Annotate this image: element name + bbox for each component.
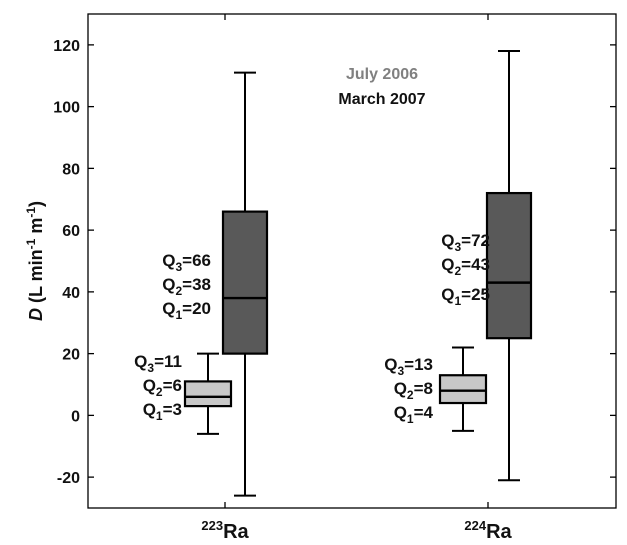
x-axis: 223Ra 224Ra [201, 14, 513, 543]
y-tick-label: 20 [62, 347, 80, 364]
quartile-symbol: Q [441, 285, 454, 304]
box-dark [485, 50, 533, 482]
y-label-exponent: -1 [24, 238, 38, 249]
quartile-label: Q2=38 [162, 275, 211, 298]
quartile-symbol: Q [441, 231, 454, 250]
iqr-box [438, 374, 488, 405]
plot-frame [87, 13, 617, 509]
quartile-subscript: 2 [407, 388, 414, 402]
quartile-symbol: Q [162, 275, 175, 294]
quartile-value: =25 [461, 285, 490, 304]
quartile-symbol: Q [394, 379, 407, 398]
x-tick-label: 224Ra [464, 518, 512, 543]
y-label-unit: ) [26, 201, 46, 207]
y-label-unit: m [26, 218, 46, 239]
quartile-subscript: 1 [175, 308, 182, 322]
y-tick-label: -20 [57, 470, 80, 487]
quartile-value: =6 [163, 376, 182, 395]
x-label-element: Ra [223, 521, 249, 543]
iqr-box [485, 191, 533, 340]
y-label-exponent: -1 [24, 207, 38, 218]
quartile-value: =4 [414, 403, 434, 422]
quartile-subscript: 3 [454, 240, 461, 254]
quartile-subscript: 2 [454, 264, 461, 278]
box-dark [221, 71, 269, 497]
box-light [438, 346, 488, 432]
quartile-subscript: 1 [454, 294, 461, 308]
quartile-value: =13 [404, 355, 433, 374]
quartile-value: =43 [461, 255, 490, 274]
quartile-symbol: Q [394, 403, 407, 422]
quartile-label: Q1=20 [162, 299, 211, 322]
quartile-label: Q2=43 [441, 255, 490, 278]
quartile-symbol: Q [143, 376, 156, 395]
y-axis: -20 0 20 40 60 80 100 120 [53, 38, 616, 487]
quartile-value: =8 [414, 379, 433, 398]
quartile-symbol: Q [162, 299, 175, 318]
quartile-subscript: 1 [156, 409, 163, 423]
quartile-label: Q3=72 [441, 231, 490, 254]
quartile-symbol: Q [134, 352, 147, 371]
quartile-value: =66 [182, 251, 211, 270]
quartile-symbol: Q [384, 355, 397, 374]
x-label-element: Ra [486, 521, 512, 543]
quartile-symbol: Q [441, 255, 454, 274]
quartile-symbol: Q [143, 400, 156, 419]
y-tick-label: 60 [62, 223, 80, 240]
quartile-value: =3 [163, 400, 182, 419]
quartile-subscript: 3 [147, 361, 154, 375]
quartile-value: =11 [154, 352, 182, 371]
quartile-value: =20 [182, 299, 211, 318]
iqr-box [183, 380, 233, 408]
quartile-label: Q1=25 [441, 285, 490, 308]
quartile-subscript: 1 [407, 412, 414, 426]
x-label-mass-number: 223 [201, 518, 223, 533]
y-tick-label: 40 [62, 285, 80, 302]
y-tick-label: 80 [62, 161, 80, 178]
box-light [183, 352, 233, 435]
box-series [183, 50, 533, 497]
legend-entry: July 2006 [346, 66, 418, 83]
quartile-label: Q2=6 [143, 376, 182, 399]
quartile-subscript: 3 [175, 260, 182, 274]
quartile-label: Q2=8 [394, 379, 433, 402]
quartile-label: Q1=3 [143, 400, 182, 423]
y-label-unit: (L min [26, 249, 46, 308]
quartile-label: Q3=13 [384, 355, 433, 378]
quartile-value: =72 [461, 231, 490, 250]
quartile-label: Q1=4 [394, 403, 434, 426]
quartile-value: =38 [182, 275, 211, 294]
legend-entry: March 2007 [338, 91, 425, 108]
y-tick-label: 100 [53, 100, 80, 117]
quartile-subscript: 2 [156, 385, 163, 399]
quartile-label: Q3=66 [162, 251, 211, 274]
quartile-label: Q3=11 [134, 352, 182, 375]
y-tick-label: 120 [53, 38, 80, 55]
quartile-subscript: 2 [175, 284, 182, 298]
legend: July 2006 March 2007 [338, 66, 425, 108]
y-axis-label: D (L min-1 m-1) [24, 201, 46, 321]
quartile-labels: Q3=11Q2=6Q1=3Q3=13Q2=8Q1=4Q3=66Q2=38Q1=2… [134, 231, 490, 426]
quartile-symbol: Q [162, 251, 175, 270]
x-tick-label: 223Ra [201, 518, 249, 543]
y-tick-label: 0 [71, 408, 80, 425]
x-label-mass-number: 224 [464, 518, 486, 533]
iqr-box [221, 210, 269, 355]
y-label-symbol: D [26, 308, 46, 321]
quartile-subscript: 3 [397, 364, 404, 378]
